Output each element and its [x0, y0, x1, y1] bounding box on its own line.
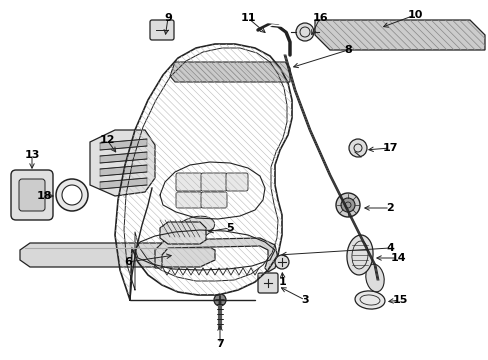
Polygon shape: [115, 44, 291, 300]
FancyBboxPatch shape: [258, 273, 278, 293]
Text: 1: 1: [279, 277, 286, 287]
Polygon shape: [90, 130, 155, 196]
Ellipse shape: [365, 264, 384, 292]
Ellipse shape: [346, 235, 372, 275]
Polygon shape: [100, 152, 147, 163]
Ellipse shape: [175, 216, 214, 240]
Text: 3: 3: [301, 295, 308, 305]
Text: 15: 15: [391, 295, 407, 305]
Text: 6: 6: [124, 257, 132, 267]
Text: 11: 11: [240, 13, 255, 23]
FancyBboxPatch shape: [201, 192, 226, 208]
Circle shape: [62, 185, 82, 205]
Text: 2: 2: [386, 203, 393, 213]
Polygon shape: [155, 238, 278, 272]
FancyBboxPatch shape: [201, 173, 226, 191]
FancyBboxPatch shape: [19, 179, 45, 211]
Text: 7: 7: [216, 339, 224, 349]
Text: 17: 17: [382, 143, 397, 153]
Text: 18: 18: [36, 191, 52, 201]
Circle shape: [340, 198, 354, 212]
Polygon shape: [314, 20, 484, 50]
FancyBboxPatch shape: [176, 173, 202, 191]
Polygon shape: [100, 178, 147, 189]
FancyBboxPatch shape: [150, 20, 174, 40]
Text: 4: 4: [385, 243, 393, 253]
Polygon shape: [100, 165, 147, 176]
Polygon shape: [170, 62, 289, 82]
FancyBboxPatch shape: [176, 192, 202, 208]
Circle shape: [56, 179, 88, 211]
Text: 8: 8: [344, 45, 351, 55]
Polygon shape: [170, 62, 289, 82]
Polygon shape: [314, 20, 484, 50]
Polygon shape: [100, 139, 147, 150]
Circle shape: [335, 193, 359, 217]
FancyBboxPatch shape: [11, 170, 53, 220]
Text: 14: 14: [389, 253, 405, 263]
Text: 9: 9: [164, 13, 172, 23]
Circle shape: [214, 294, 225, 306]
Circle shape: [295, 23, 313, 41]
Circle shape: [348, 139, 366, 157]
FancyBboxPatch shape: [225, 173, 247, 191]
Circle shape: [274, 255, 288, 269]
Polygon shape: [20, 243, 215, 267]
Ellipse shape: [354, 291, 384, 309]
Text: 10: 10: [407, 10, 422, 20]
Text: 12: 12: [99, 135, 115, 145]
Text: 16: 16: [311, 13, 327, 23]
Polygon shape: [160, 222, 205, 244]
Text: 13: 13: [24, 150, 40, 160]
Text: 5: 5: [226, 223, 233, 233]
